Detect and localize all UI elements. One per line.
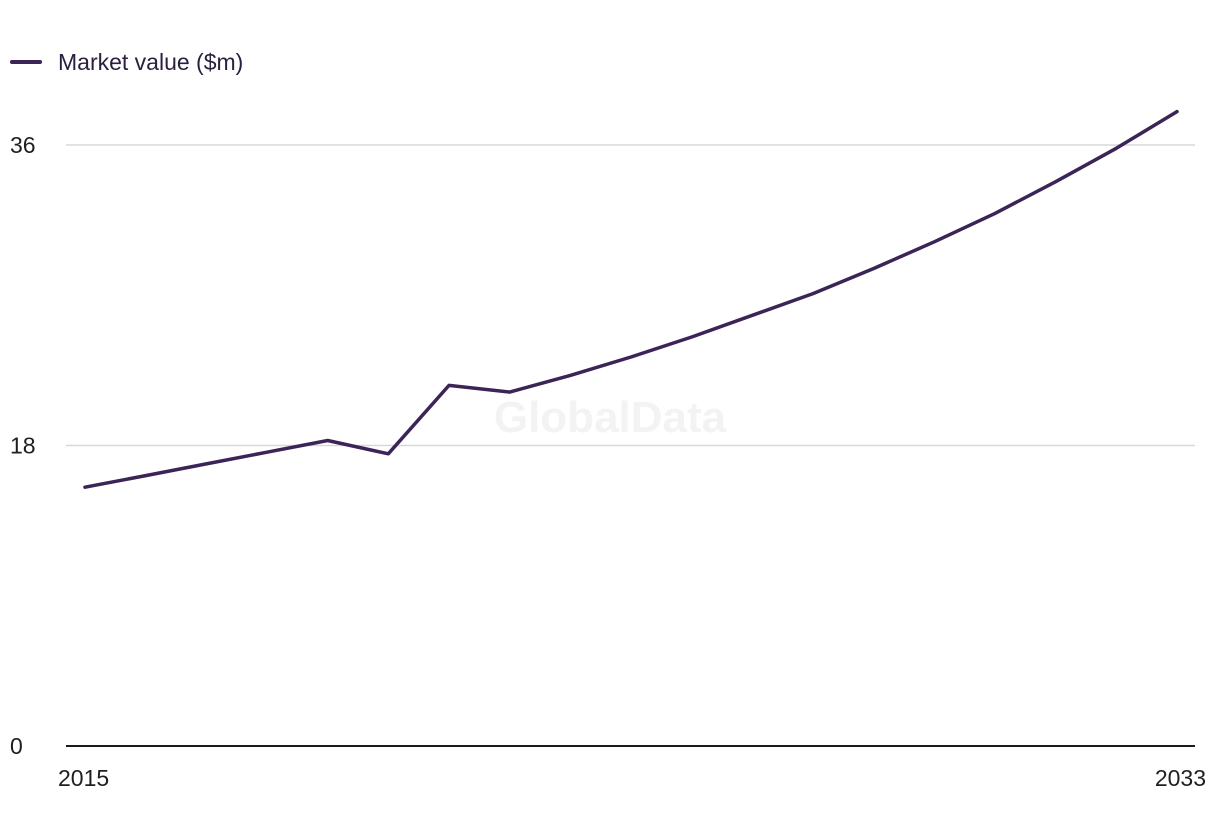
legend-label-market-value: Market value ($m) xyxy=(58,49,243,75)
series-line-market-value xyxy=(83,109,1179,489)
y-axis-tick-labels: 0 18 36 xyxy=(10,132,36,759)
x-axis-tick-labels: 2015 2033 xyxy=(58,765,1206,791)
x-tick-label-2033: 2033 xyxy=(1155,765,1206,791)
y-tick-label-36: 36 xyxy=(10,132,36,158)
y-gridlines xyxy=(66,144,1195,447)
globaldata-watermark: GlobalData xyxy=(494,393,727,442)
legend: Market value ($m) xyxy=(10,49,243,75)
y-tick-label-0: 0 xyxy=(10,733,23,759)
series-market-value xyxy=(83,109,1179,489)
y-tick-label-18: 18 xyxy=(10,433,36,459)
x-tick-label-2015: 2015 xyxy=(58,765,109,791)
